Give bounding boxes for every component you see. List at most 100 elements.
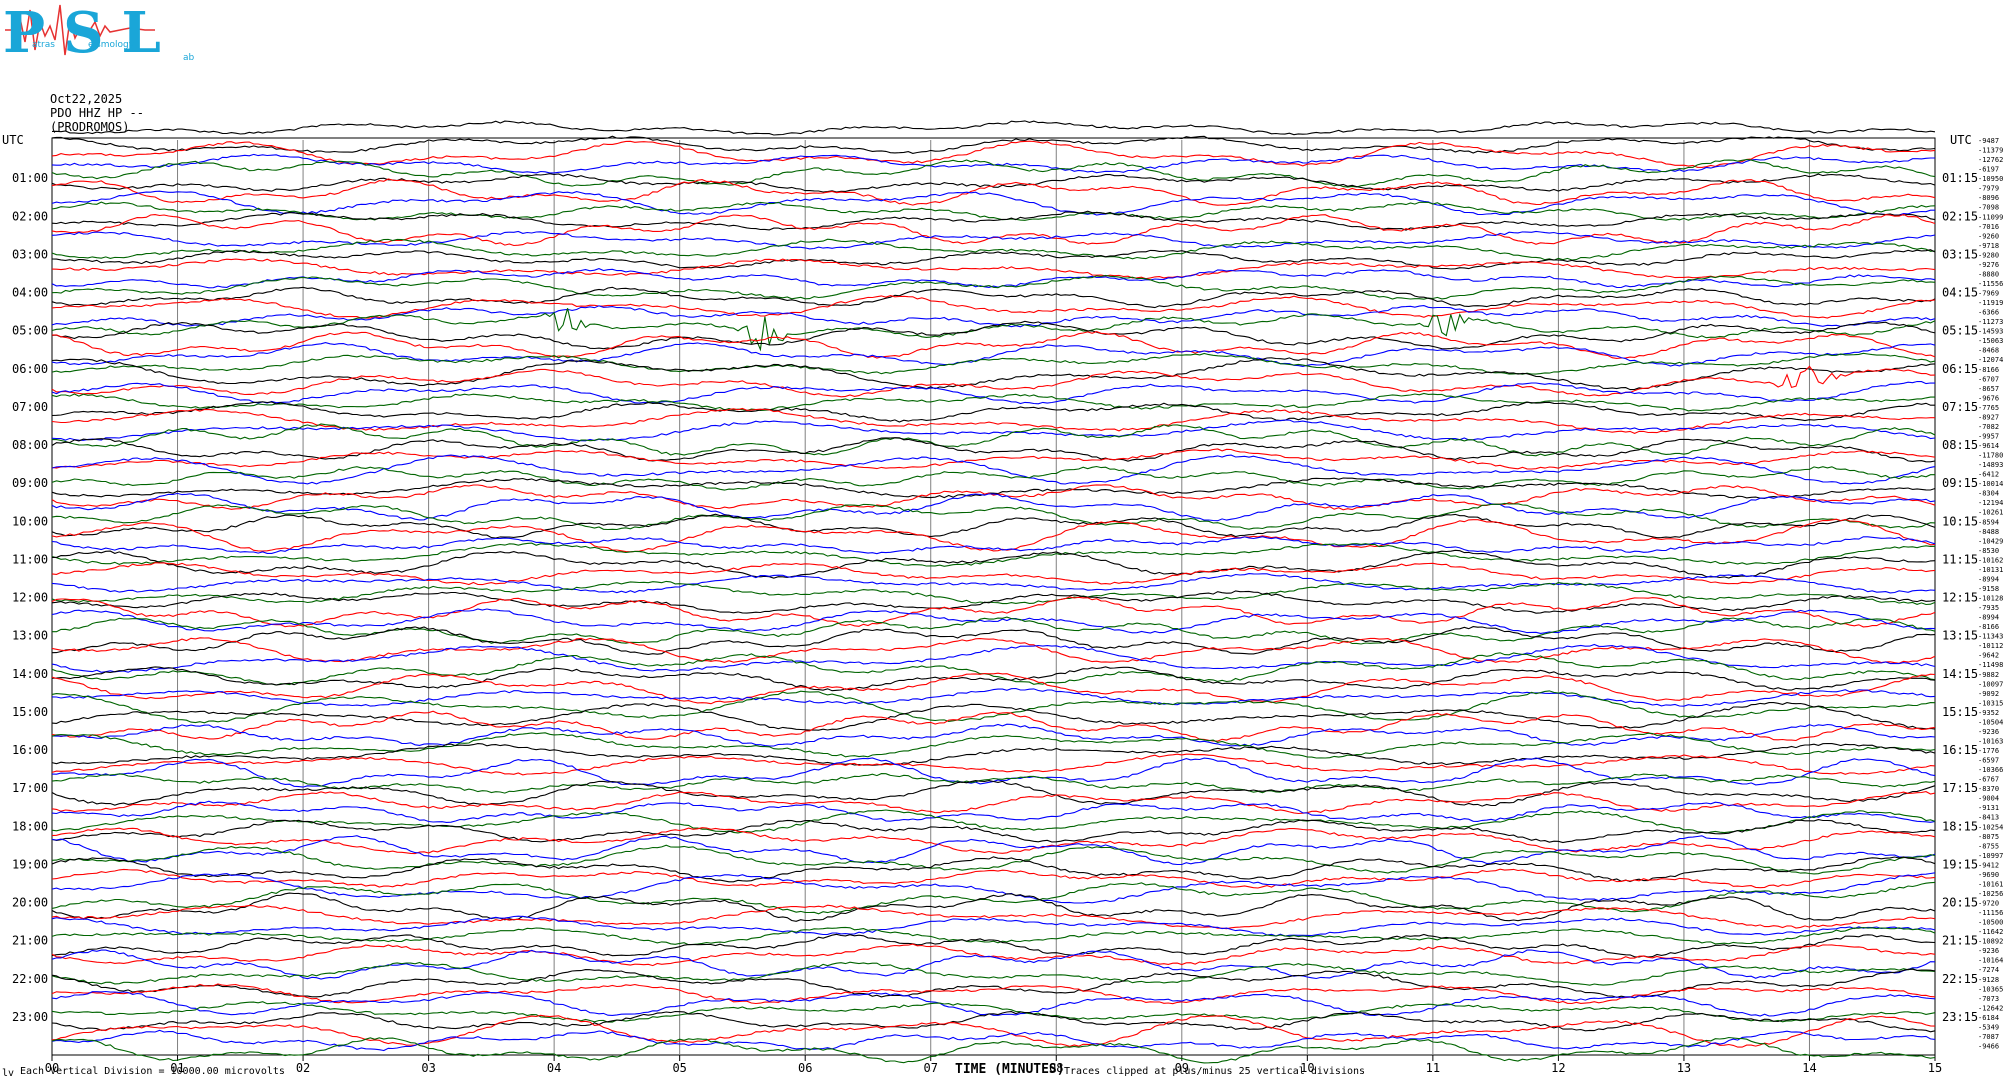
hour-label-right: 18:15 — [1942, 819, 1978, 833]
trace-offset-label: -8488 — [1978, 528, 1999, 536]
trace-offset-label: -9280 — [1978, 251, 1999, 259]
trace-line — [51, 407, 1935, 435]
hour-label-left: 18:00 — [12, 819, 48, 833]
x-tick-label: 15 — [1928, 1061, 1942, 1075]
trace-line — [51, 666, 1936, 692]
hour-label-right: 04:15 — [1942, 286, 1978, 300]
trace-offset-label: -9276 — [1978, 261, 1999, 269]
trace-line — [51, 542, 1936, 567]
trace-offset-label: -8994 — [1978, 614, 1999, 622]
trace-line — [51, 672, 1936, 705]
trace-offset-label: -11919 — [1978, 299, 2003, 307]
trace-line — [51, 872, 1936, 904]
trace-offset-label: -10097 — [1978, 680, 2003, 688]
hour-label-right: 12:15 — [1942, 591, 1978, 605]
trace-line — [51, 210, 1936, 231]
x-tick-label: 08 — [1049, 1061, 1063, 1075]
trace-offset-label: -8075 — [1978, 833, 1999, 841]
trace-offset-label: -11780 — [1978, 452, 2003, 460]
hour-label-right: 08:15 — [1942, 438, 1978, 452]
hour-label-left: 15:00 — [12, 705, 48, 719]
trace-offset-label: -11156 — [1978, 909, 2003, 917]
trace-line — [51, 342, 1936, 367]
hour-label-left: 23:00 — [12, 1010, 48, 1024]
trace-offset-label: -8468 — [1978, 347, 1999, 355]
division-note: Each Vertical Division = 10000.00 microv… — [20, 1066, 285, 1077]
trace-line — [51, 687, 1936, 707]
trace-line — [51, 1010, 1936, 1033]
trace-line — [51, 652, 1936, 686]
hour-label-left: 20:00 — [12, 896, 48, 910]
x-tick-label: 10 — [1300, 1061, 1314, 1075]
trace-line — [51, 562, 1936, 586]
trace-offset-label: -12642 — [1978, 1004, 2003, 1012]
trace-offset-label: -10254 — [1978, 823, 2003, 831]
trace-offset-label: -9260 — [1978, 232, 1999, 240]
trace-offset-label: -10429 — [1978, 537, 2003, 545]
trace-line — [51, 596, 1936, 628]
trace-line — [51, 791, 1936, 815]
trace-line — [51, 190, 1935, 216]
trace-offset-label: -12074 — [1978, 356, 2003, 364]
trace-offset-label: -9882 — [1978, 671, 1999, 679]
hour-label-left: 03:00 — [12, 247, 48, 261]
trace-offset-label: -5349 — [1978, 1023, 1999, 1031]
trace-offset-label: -9412 — [1978, 861, 1999, 869]
trace-line — [51, 573, 1936, 594]
trace-offset-label: -14893 — [1978, 461, 2003, 469]
hour-label-left: 14:00 — [12, 667, 48, 681]
trace-offset-label: -1776 — [1978, 747, 1999, 755]
hour-label-right: 20:15 — [1942, 896, 1978, 910]
trace-offset-label: -7016 — [1978, 223, 1999, 231]
trace-line — [51, 856, 1936, 883]
trace-offset-label: -8413 — [1978, 814, 1999, 822]
hour-label-left: 16:00 — [12, 743, 48, 757]
trace-line — [51, 331, 1936, 359]
hour-label-left: 13:00 — [12, 629, 48, 643]
trace-offset-label: -8657 — [1978, 385, 1999, 393]
trace-offset-label: -10997 — [1978, 852, 2003, 860]
logo-subtitle-left: atras — [32, 40, 55, 50]
trace-offset-label: -6767 — [1978, 776, 1999, 784]
trace-line — [51, 915, 1936, 937]
trace-line — [51, 881, 1936, 915]
logo-seismogram-icon — [5, 4, 155, 56]
hour-label-left: 10:00 — [12, 514, 48, 528]
logo-letters: PSL — [3, 0, 179, 66]
trace-offset-label: -11556 — [1978, 280, 2003, 288]
trace-offset-label: -8166 — [1978, 366, 1999, 374]
trace-line — [51, 238, 1936, 261]
trace-line — [51, 230, 1936, 250]
hour-label-right: 09:15 — [1942, 476, 1978, 490]
trace-line — [51, 308, 1936, 352]
trace-line — [51, 990, 1936, 1017]
trace-offset-label: -7073 — [1978, 995, 1999, 1003]
trace-offset-label: -8880 — [1978, 270, 1999, 278]
trace-offset-label: -9004 — [1978, 795, 1999, 803]
trace-offset-label: -7274 — [1978, 966, 1999, 974]
trace-line — [51, 933, 1936, 958]
hour-label-right: 14:15 — [1942, 667, 1978, 681]
trace-line — [51, 757, 1936, 788]
trace-line — [51, 949, 1936, 980]
hour-label-left: 04:00 — [12, 286, 48, 300]
trace-line — [51, 626, 1936, 655]
trace-line — [51, 502, 1936, 531]
hour-label-right: 17:15 — [1942, 781, 1978, 795]
header-location: (PRODROMOS) — [50, 120, 130, 134]
trace-offset-label: -10315 — [1978, 699, 2003, 707]
plot-frame — [51, 137, 1936, 1056]
hour-label-right: 03:15 — [1942, 247, 1978, 261]
left-axis-title: UTC — [2, 133, 24, 147]
trace-line — [51, 835, 1936, 866]
trace-offset-label: -7979 — [1978, 185, 1999, 193]
trace-offset-label: -10161 — [1978, 880, 2003, 888]
hour-label-left: 05:00 — [12, 324, 48, 338]
x-axis-title: TIME (MINUTES) — [955, 1062, 1065, 1077]
hour-label-left: 08:00 — [12, 438, 48, 452]
trace-line — [51, 844, 1936, 875]
logo-subtitle-right: ab — [183, 53, 195, 63]
trace-offset-label: -7082 — [1978, 423, 1999, 431]
trace-offset-label: -9676 — [1978, 394, 1999, 402]
trace-offset-label: -6412 — [1978, 471, 1999, 479]
